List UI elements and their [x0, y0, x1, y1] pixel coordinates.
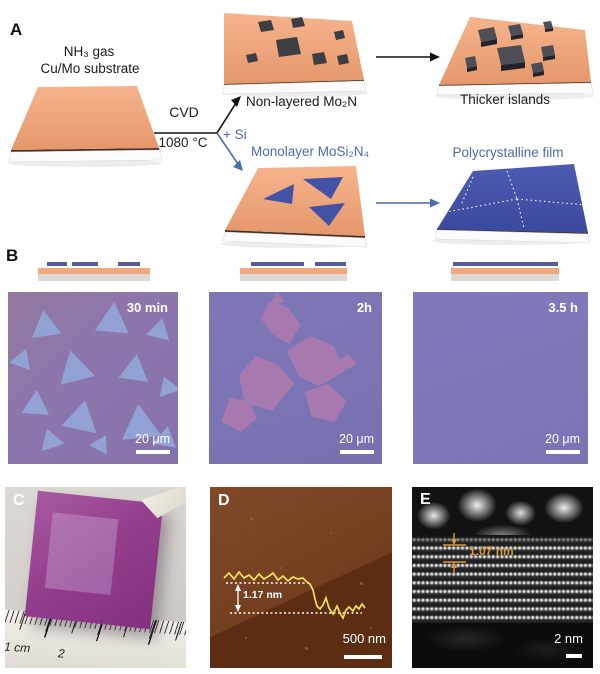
mo2n-islands — [246, 17, 349, 65]
result-bottom-label: Polycrystalline film — [452, 145, 564, 160]
step-height-label: 1.17 nm — [243, 589, 283, 601]
panel-a-label: A — [10, 20, 23, 39]
micrograph-3_5h: 3.5 h 20 μm — [413, 292, 588, 464]
scale-label: 2 nm — [554, 631, 583, 646]
panel-e-label: E — [420, 491, 431, 508]
tem-substrate-region — [412, 623, 593, 668]
substrate-cu-mo — [8, 86, 163, 163]
time-label: 3.5 h — [548, 300, 578, 315]
ruler-mark-2: 2 — [56, 646, 67, 661]
result-top-label: Thicker islands — [459, 92, 551, 107]
branch-top-label: Non-layered Mo₂N — [246, 94, 358, 109]
panel-a-schematic — [7, 13, 595, 248]
substrate-mosi2n4 — [222, 166, 367, 248]
tem-layer-stack — [412, 535, 593, 625]
panel-e-tem: 1.07 nm 2 nm E — [412, 487, 593, 668]
wafer-sample — [24, 490, 164, 630]
branch-bottom-label: Monolayer MoSi₂N₄ — [251, 144, 370, 159]
film-region — [44, 512, 119, 595]
panel-b-label: B — [6, 246, 19, 265]
scale-label: 20 μm — [135, 432, 170, 446]
cvd-arrow-group — [154, 52, 440, 208]
scale-bar — [340, 450, 374, 454]
scale-label: 20 μm — [339, 432, 374, 446]
panel-d-afm: 1.17 nm 500 nm D — [210, 487, 392, 668]
substrate-mo2n — [222, 13, 367, 95]
monolayer-triangles — [263, 177, 345, 226]
height-profile-overlay — [223, 570, 366, 620]
ruler-mark-1cm: 1 cm — [5, 639, 33, 656]
plus-si-label: + Si — [223, 127, 247, 142]
gas-label: NH₃ gas — [63, 44, 115, 59]
scale-bar — [566, 654, 582, 658]
scale-label: 20 μm — [545, 432, 580, 446]
micrograph-30min: 30 min 20 μm — [8, 292, 178, 464]
spacing-annotation — [443, 533, 466, 574]
panel-d-label: D — [218, 492, 230, 509]
time-label: 30 min — [126, 300, 168, 315]
panel-c-photo: 1 cm 2 C — [5, 487, 186, 668]
panel-c-label: C — [13, 492, 25, 509]
micrograph-2h: 2h 20 μm — [209, 292, 382, 464]
temperature-label: 1080 °C — [158, 135, 208, 150]
scale-bar — [136, 450, 170, 454]
scale-label: 500 nm — [342, 631, 386, 646]
substrate-thicker-islands — [436, 17, 594, 96]
panel-a: A NH₃ gas Cu/Mo substrate CVD 1080 °C No… — [0, 0, 600, 256]
process-label: CVD — [169, 104, 199, 120]
tem-top-crystals — [412, 487, 593, 539]
scale-bar — [344, 655, 382, 659]
substrate-label: Cu/Mo substrate — [40, 61, 140, 76]
layer-spacing-label: 1.07 nm — [469, 544, 514, 558]
thick-islands — [465, 21, 555, 77]
branch-down-arrow — [216, 132, 239, 165]
scale-bar — [546, 450, 580, 454]
substrate-polycrystalline — [434, 164, 590, 244]
time-label: 2h — [356, 300, 372, 315]
grain-boundaries — [440, 170, 587, 229]
afm-height-profile — [223, 570, 366, 620]
branch-up-arrow — [216, 102, 237, 134]
